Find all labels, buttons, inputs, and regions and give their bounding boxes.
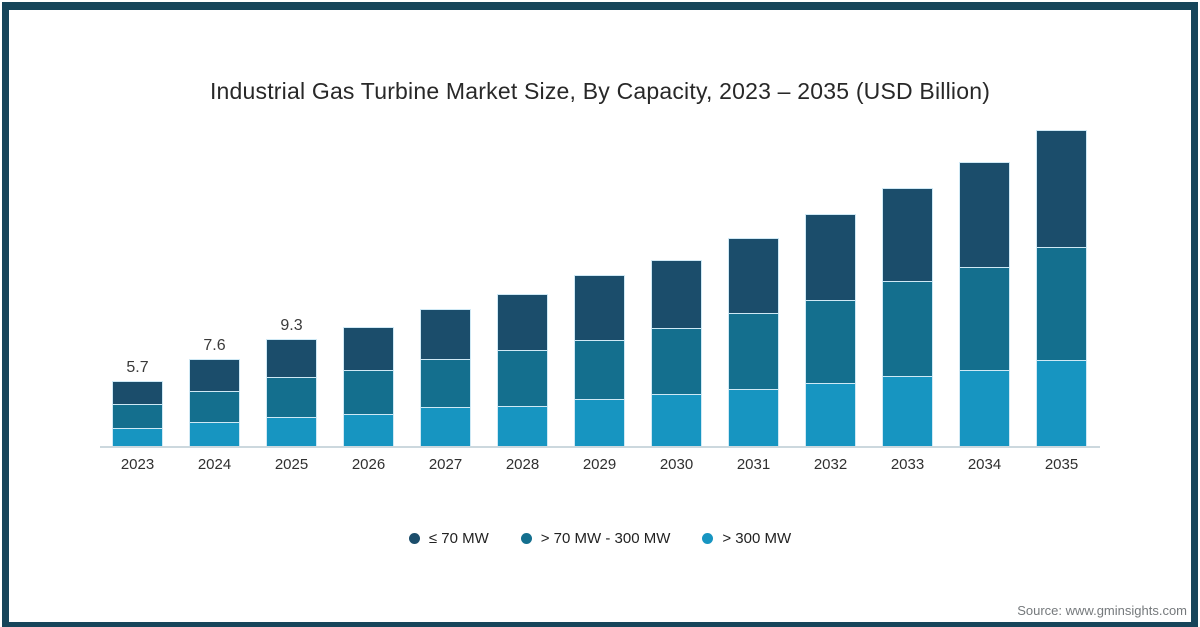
source-attribution: Source: www.gminsights.com — [1017, 603, 1187, 618]
legend-label: > 300 MW — [722, 530, 792, 547]
x-tick-label: 2024 — [197, 456, 232, 473]
legend: ≤ 70 MW > 70 MW - 300 MW > 300 MW — [0, 530, 1200, 547]
bar-segment[interactable] — [1036, 360, 1087, 446]
bar-column-2030[interactable] — [651, 260, 702, 446]
x-axis: 2023 2024 2025 2026 2027 2028 2029 2030 2031 2032… — [100, 456, 1100, 476]
bar-segment[interactable] — [1036, 247, 1087, 360]
bar-segment[interactable] — [805, 214, 856, 300]
bar-segment[interactable] — [574, 399, 625, 446]
bar-column-2034[interactable] — [959, 162, 1010, 446]
legend-label: ≤ 70 MW — [428, 530, 489, 547]
bar-segment[interactable] — [1036, 130, 1087, 247]
bar-segment[interactable] — [266, 377, 317, 417]
bar-segment[interactable] — [882, 188, 933, 281]
bar-segment[interactable] — [189, 422, 240, 446]
legend-dot-icon — [408, 533, 420, 544]
bar-segment[interactable] — [574, 340, 625, 399]
bar-segment[interactable] — [420, 309, 471, 359]
bar-segment[interactable] — [420, 359, 471, 407]
bar-segment[interactable] — [728, 389, 779, 446]
bar-segment[interactable] — [959, 370, 1010, 446]
bar-segment[interactable] — [266, 417, 317, 446]
x-tick-label: 2030 — [659, 456, 694, 473]
legend-item[interactable]: > 300 MW — [702, 530, 791, 547]
bar-segment[interactable] — [651, 260, 702, 328]
x-tick-label: 2035 — [1044, 456, 1079, 473]
x-tick-label: 2026 — [351, 456, 386, 473]
legend-item[interactable]: > 70 MW - 300 MW — [520, 530, 671, 547]
bar-segment[interactable] — [805, 383, 856, 446]
bar-segment[interactable] — [574, 275, 625, 340]
bar-column-2024[interactable]: 7.6 — [189, 337, 240, 446]
bar-segment[interactable] — [189, 391, 240, 422]
x-tick-label: 2031 — [736, 456, 771, 473]
bar-segment[interactable] — [497, 350, 548, 406]
bar-segment[interactable] — [189, 359, 240, 391]
bar-column-2028[interactable] — [497, 294, 548, 446]
bar-total-label: 5.7 — [126, 359, 149, 376]
bar-total-label: 9.3 — [280, 317, 303, 334]
bar-segment[interactable] — [420, 407, 471, 446]
bar-segment[interactable] — [266, 339, 317, 377]
bar-column-2026[interactable] — [343, 327, 394, 446]
bar-column-2035[interactable] — [1036, 130, 1087, 446]
x-tick-label: 2032 — [813, 456, 848, 473]
plot-area: 5.7 7.6 9.3 — [100, 0, 1100, 448]
chart-title: Industrial Gas Turbine Market Size, By C… — [209, 78, 991, 104]
bar-column-2027[interactable] — [420, 309, 471, 446]
x-tick-label: 2025 — [274, 456, 309, 473]
bar-column-2025[interactable]: 9.3 — [266, 317, 317, 446]
x-tick-label: 2028 — [505, 456, 540, 473]
bar-column-2029[interactable] — [574, 275, 625, 446]
bar-segment[interactable] — [805, 300, 856, 383]
bar-segment[interactable] — [112, 404, 163, 428]
bar-segment[interactable] — [112, 381, 163, 404]
bar-segment[interactable] — [882, 376, 933, 446]
bar-segment[interactable] — [343, 414, 394, 446]
bar-segment[interactable] — [343, 327, 394, 370]
x-tick-label: 2023 — [120, 456, 155, 473]
bar-total-label: 7.6 — [203, 337, 226, 354]
x-tick-label: 2033 — [890, 456, 925, 473]
bar-segment[interactable] — [112, 428, 163, 446]
bar-column-2033[interactable] — [882, 188, 933, 446]
legend-item[interactable]: ≤ 70 MW — [408, 530, 489, 547]
bar-segment[interactable] — [651, 394, 702, 446]
bar-segment[interactable] — [651, 328, 702, 394]
legend-dot-icon — [520, 533, 532, 544]
bar-column-2032[interactable] — [805, 214, 856, 446]
bar-segment[interactable] — [343, 370, 394, 414]
bar-column-2031[interactable] — [728, 238, 779, 446]
bar-segment[interactable] — [497, 294, 548, 350]
legend-label: > 70 MW - 300 MW — [540, 530, 671, 547]
bar-segment[interactable] — [882, 281, 933, 376]
x-tick-label: 2034 — [967, 456, 1002, 473]
legend-dot-icon — [702, 533, 714, 544]
bar-segment[interactable] — [959, 162, 1010, 267]
bar-segment[interactable] — [728, 238, 779, 313]
bar-column-2023[interactable]: 5.7 — [112, 359, 163, 446]
bar-segment[interactable] — [959, 267, 1010, 370]
x-tick-label: 2027 — [428, 456, 463, 473]
x-tick-label: 2029 — [582, 456, 617, 473]
bar-segment[interactable] — [497, 406, 548, 446]
bar-segment[interactable] — [728, 313, 779, 389]
